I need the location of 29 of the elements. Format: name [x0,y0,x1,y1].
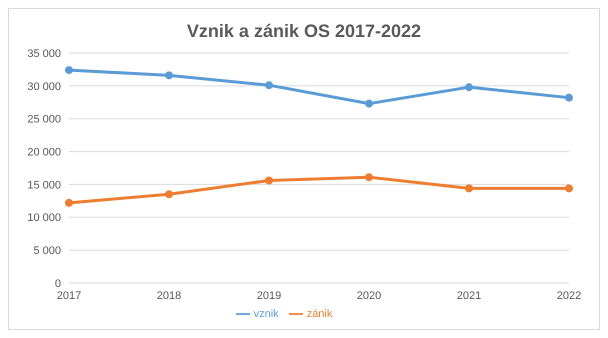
point [65,198,73,207]
legend-label: zánik [306,308,332,320]
x-tick-label: 2017 [56,290,82,302]
legend-label: vznik [254,308,279,320]
x-tick-label: 2022 [556,290,582,302]
point [265,176,273,184]
y-tick-label: 30 000 [27,80,61,93]
x-tick-label: 2018 [156,290,182,302]
point [565,94,573,102]
y-tick-label: 20 000 [27,146,61,158]
x-tick-label: 2020 [356,290,382,302]
y-tick-label: 0 [54,278,61,290]
y-tick-label: 15 000 [27,179,61,192]
point [565,184,573,192]
chart-title: Vznik a zánik OS 2017-2022 [186,21,422,43]
point [165,71,173,80]
point [365,173,373,182]
point [265,81,273,90]
point [465,184,473,192]
point [465,83,473,92]
point [365,100,373,108]
point [65,66,73,74]
y-tick-label: 5 000 [33,245,61,258]
y-tick-label: 35 000 [27,48,61,60]
point [165,190,173,198]
y-tick-label: 10 000 [27,212,61,224]
x-tick-label: 2019 [256,290,282,302]
x-tick-label: 2021 [456,290,482,302]
y-tick-label: 25 000 [27,114,61,126]
